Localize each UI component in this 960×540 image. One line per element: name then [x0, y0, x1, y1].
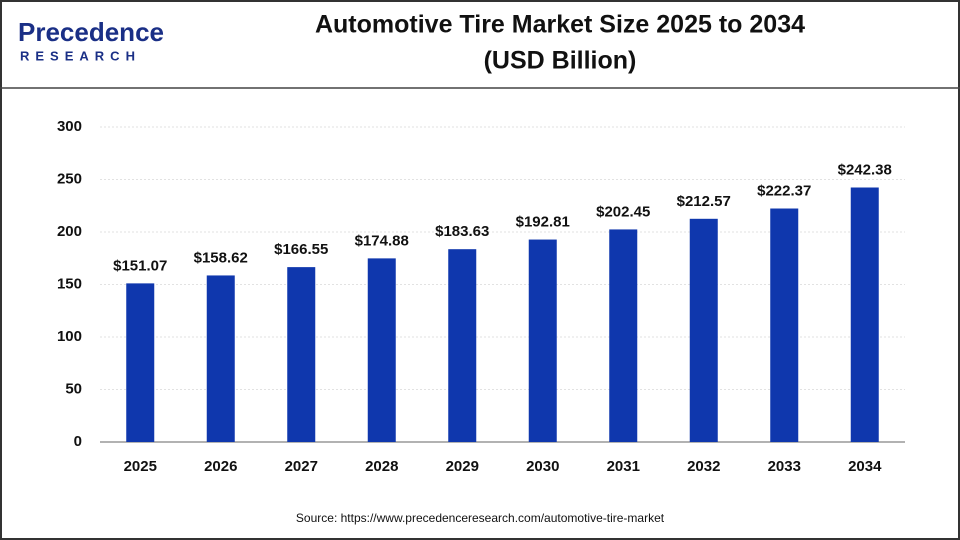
value-label: $202.45: [596, 203, 650, 220]
chart-title: Automotive Tire Market Size 2025 to 2034: [315, 11, 805, 39]
source: Source: https://www.precedenceresearch.c…: [296, 511, 665, 525]
x-tick-label: 2033: [768, 458, 801, 475]
value-label: $174.88: [355, 232, 409, 249]
bar: [770, 208, 799, 442]
bar: [689, 218, 718, 442]
bar: [287, 267, 316, 442]
y-tick-label: 100: [57, 328, 82, 345]
x-tick-label: 2028: [365, 458, 398, 475]
x-tick-label: 2030: [526, 458, 559, 475]
bar: [367, 258, 396, 442]
x-tick-label: 2031: [607, 458, 640, 475]
value-label: $222.37: [757, 182, 811, 199]
logo: Precedence RESEARCH: [18, 17, 164, 64]
bar: [126, 283, 155, 442]
bar: [206, 275, 235, 442]
value-label: $192.81: [516, 214, 570, 231]
bar: [528, 239, 557, 442]
value-label: $183.63: [435, 223, 489, 240]
y-tick-label: 200: [57, 223, 82, 240]
x-tick-label: 2034: [848, 458, 882, 475]
x-tick-label: 2025: [124, 458, 157, 475]
bar: [609, 229, 638, 442]
y-tick-label: 150: [57, 275, 82, 292]
y-tick-label: 300: [57, 118, 82, 135]
value-label: $212.57: [677, 193, 731, 210]
bar: [850, 187, 879, 442]
value-label: $166.55: [274, 241, 328, 258]
y-tick-label: 0: [74, 433, 82, 450]
x-tick-label: 2029: [446, 458, 479, 475]
chart-subtitle: (USD Billion): [484, 47, 637, 75]
x-tick-label: 2026: [204, 458, 237, 475]
y-tick-label: 250: [57, 170, 82, 187]
x-tick-label: 2027: [285, 458, 318, 475]
y-tick-label: 50: [65, 380, 82, 397]
logo-name: Precedence: [18, 17, 164, 47]
value-label: $151.07: [113, 257, 167, 274]
logo-tagline: RESEARCH: [20, 48, 141, 63]
bar: [448, 249, 477, 442]
value-label: $242.38: [838, 161, 892, 178]
value-label: $158.62: [194, 249, 248, 266]
x-tick-label: 2032: [687, 458, 720, 475]
